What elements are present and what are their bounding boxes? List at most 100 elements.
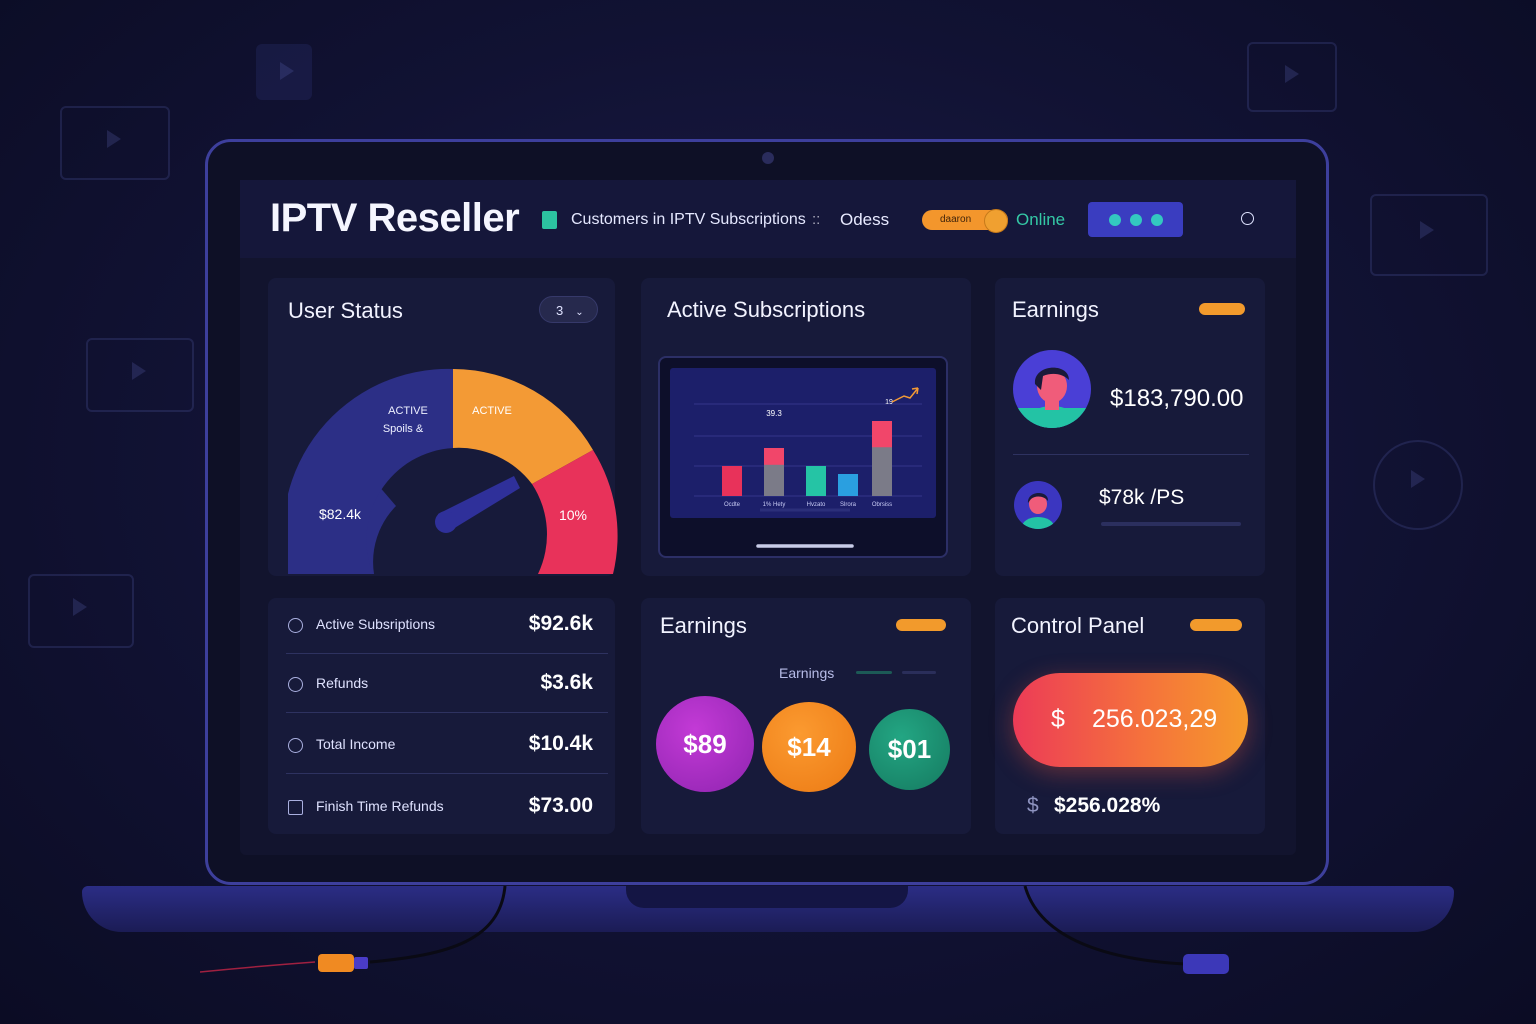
gauge-hub xyxy=(435,511,457,533)
earnings-bottom-badge xyxy=(896,619,946,631)
user-status-title: User Status xyxy=(288,298,403,323)
summary-row-value: $92.6k xyxy=(528,612,593,635)
control-panel-title: Control Panel xyxy=(1011,613,1145,638)
clock-icon xyxy=(288,677,303,692)
summary-row-label: Total Income xyxy=(316,736,396,752)
customers-label[interactable]: Customers in IPTV Subscriptions xyxy=(571,211,806,228)
gauge-label-left-bottom: Spoils & xyxy=(383,423,424,435)
user-status-gauge: ACTIVE Spoils & ACTIVE $82.4k 10% xyxy=(288,368,618,574)
avatar-small xyxy=(1014,481,1062,529)
summary-row-label: Refunds xyxy=(316,675,369,691)
gauge-label-left-top: ACTIVE xyxy=(388,405,428,417)
secondary-currency-icon: $ xyxy=(1027,794,1039,817)
chart-tick-label: Hvzato xyxy=(807,502,826,508)
control-panel-badge xyxy=(1190,619,1242,631)
chart-bar[interactable] xyxy=(838,474,858,496)
summary-row-divider xyxy=(286,653,608,654)
chart-bar-overlay xyxy=(764,464,784,496)
earnings-bubble-purple[interactable]: $89 xyxy=(656,696,754,792)
cable-right xyxy=(1023,885,1229,974)
currency-symbol: $ xyxy=(1051,705,1065,733)
toggle-label: daaron xyxy=(940,214,972,225)
summary-row-value: $10.4k xyxy=(528,732,593,755)
earnings-divider xyxy=(1013,454,1249,455)
active-subscriptions-title: Active Subscriptions xyxy=(667,297,866,322)
chart-trend-arrow xyxy=(891,387,919,403)
background-circle-play-icon xyxy=(1373,440,1463,530)
laptop-notch xyxy=(626,886,908,908)
three-dots-icon xyxy=(1130,214,1142,226)
gauge-value-left: $82.4k xyxy=(319,506,362,522)
bubble-value: $14 xyxy=(787,731,831,762)
chevron-down-icon: ⌄ xyxy=(575,307,584,318)
toggle-knob[interactable] xyxy=(984,209,1008,233)
subscriptions-chart-frame: Ocdte 1% Hety Hvzato Slrora Obrsiss 39.3 19 xyxy=(658,356,948,558)
chart-bar[interactable] xyxy=(806,466,826,496)
bubble-value: $89 xyxy=(683,728,727,759)
three-dots-icon xyxy=(1109,214,1121,226)
avatar xyxy=(1013,350,1091,428)
background-play-icon xyxy=(86,338,194,412)
background-play-icon xyxy=(28,574,134,648)
customers-indicator-icon xyxy=(542,211,557,229)
background-square-icon xyxy=(256,44,312,100)
earnings-bubble-orange[interactable]: $14 xyxy=(762,702,856,792)
shield-icon xyxy=(288,738,303,753)
summary-list-card xyxy=(268,598,615,834)
chart-tick-label: Obrsiss xyxy=(872,502,892,508)
earnings-bottom-subtitle: Earnings xyxy=(779,665,835,681)
gauge-segment-red xyxy=(532,450,618,574)
user-status-dropdown[interactable]: 3 ⌄ xyxy=(539,296,598,323)
chart-tick-label: 1% Hety xyxy=(763,502,786,508)
control-panel-amount-button[interactable]: $ 256.023,29 xyxy=(1013,673,1248,767)
header-separator: :: xyxy=(812,211,821,228)
chart-plot-area xyxy=(670,368,936,518)
earnings-top-badge xyxy=(1199,303,1245,315)
chart-tick-label: Ocdte xyxy=(724,502,741,508)
three-dots-icon xyxy=(1151,214,1163,226)
gauge-label-right: ACTIVE xyxy=(472,405,512,417)
chart-tick-label: Slrora xyxy=(840,502,857,508)
background-play-icon xyxy=(1247,42,1337,112)
webcam-icon xyxy=(762,152,774,164)
status-toggle[interactable]: daaron xyxy=(922,209,1008,233)
summary-row-label: Active Subsriptions xyxy=(316,616,436,632)
earnings-progress-track xyxy=(1101,522,1241,526)
summary-row-divider xyxy=(286,712,608,713)
summary-row-value: $3.6k xyxy=(540,671,593,694)
earnings-bubble-green[interactable]: $01 xyxy=(869,709,950,790)
earnings-subtitle-bar xyxy=(902,671,936,674)
chart-bar[interactable] xyxy=(722,466,742,496)
chart-annotation: 39.3 xyxy=(766,409,782,418)
gauge-segment-navy-main xyxy=(288,368,453,574)
control-panel-amount: 256.023,29 xyxy=(1092,705,1218,733)
earnings-bottom-title: Earnings xyxy=(660,613,747,638)
summary-row-label: Finish Time Refunds xyxy=(316,798,444,814)
location-label[interactable]: Odess xyxy=(840,210,890,229)
gauge-needle xyxy=(438,476,520,532)
earnings-primary-amount: $183,790.00 xyxy=(1110,385,1244,412)
app-title: IPTV Reseller xyxy=(270,196,520,240)
gauge-segment-orange xyxy=(453,369,593,484)
control-panel-secondary-amount: $256.028% xyxy=(1054,794,1161,817)
subscriptions-bar-chart: Ocdte 1% Hety Hvzato Slrora Obrsiss 39.3 19 xyxy=(670,368,936,548)
bubble-value: $01 xyxy=(887,734,932,764)
chart-annotation: 19 xyxy=(885,399,893,406)
background-play-icon xyxy=(60,106,170,180)
earnings-secondary-amount: $78k /PS xyxy=(1099,486,1185,509)
cable-left xyxy=(200,885,507,973)
earnings-subtitle-bar xyxy=(856,671,892,674)
background-play-icon xyxy=(1370,194,1488,276)
summary-row-divider xyxy=(286,773,608,774)
summary-row-value: $73.00 xyxy=(528,794,593,817)
dropdown-value: 3 xyxy=(556,303,564,318)
home-icon xyxy=(288,800,303,815)
menu-button[interactable] xyxy=(1088,202,1183,237)
gauge-value-right: 10% xyxy=(559,507,587,523)
profile-circle-icon[interactable] xyxy=(1241,212,1254,225)
earnings-top-title: Earnings xyxy=(1012,297,1099,322)
drop-icon xyxy=(288,618,303,633)
chart-trend-arrow-head xyxy=(911,387,919,395)
online-status: Online xyxy=(1016,210,1066,229)
chart-bar-overlay xyxy=(872,447,892,496)
